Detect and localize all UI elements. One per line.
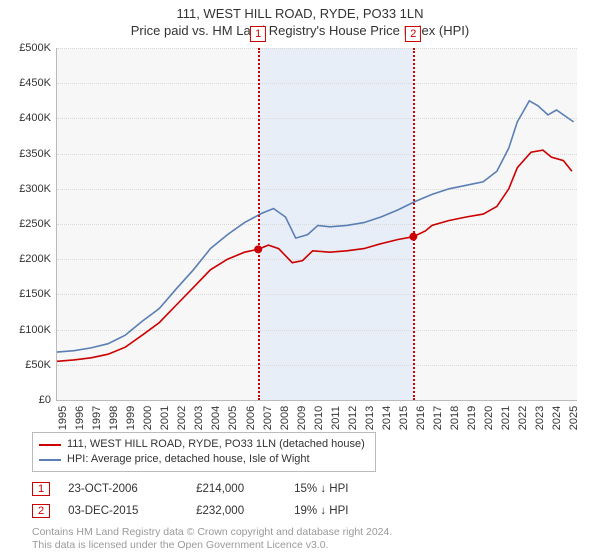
y-axis-label: £50K bbox=[25, 359, 51, 371]
title-line1: 111, WEST HILL ROAD, RYDE, PO33 1LN bbox=[0, 6, 600, 21]
x-axis-label: 2012 bbox=[347, 406, 359, 430]
legend-box: 111, WEST HILL ROAD, RYDE, PO33 1LN (det… bbox=[32, 432, 376, 472]
series-hpi bbox=[57, 101, 574, 352]
x-axis-label: 2024 bbox=[551, 406, 563, 430]
y-axis-label: £0 bbox=[39, 394, 51, 406]
chart-titles: 111, WEST HILL ROAD, RYDE, PO33 1LN Pric… bbox=[0, 0, 600, 38]
x-axis-label: 2013 bbox=[364, 406, 376, 430]
x-axis-label: 1996 bbox=[74, 406, 86, 430]
transaction-price: £232,000 bbox=[196, 505, 276, 517]
y-axis-label: £300K bbox=[19, 183, 51, 195]
y-axis-label: £350K bbox=[19, 148, 51, 160]
title-line2: Price paid vs. HM Land Registry's House … bbox=[0, 23, 600, 38]
x-axis-label: 2004 bbox=[210, 406, 222, 430]
y-axis-label: £450K bbox=[19, 77, 51, 89]
transaction-pct: 15% ↓ HPI bbox=[294, 483, 394, 495]
transaction-date: 23-OCT-2006 bbox=[68, 483, 178, 495]
transaction-date: 03-DEC-2015 bbox=[68, 505, 178, 517]
transaction-row: 1 23-OCT-2006 £214,000 15% ↓ HPI bbox=[32, 478, 580, 500]
x-axis-label: 2025 bbox=[568, 406, 580, 430]
footer-line1: Contains HM Land Registry data © Crown c… bbox=[32, 526, 580, 539]
y-axis-label: £200K bbox=[19, 253, 51, 265]
x-axis-label: 2017 bbox=[432, 406, 444, 430]
x-axis-label: 2018 bbox=[449, 406, 461, 430]
x-axis-label: 2016 bbox=[415, 406, 427, 430]
x-axis-label: 2002 bbox=[176, 406, 188, 430]
y-axis-label: £500K bbox=[19, 42, 51, 54]
chart-plot-area: £0£50K£100K£150K£200K£250K£300K£350K£400… bbox=[56, 48, 577, 401]
legend-label: HPI: Average price, detached house, Isle… bbox=[67, 452, 310, 467]
x-axis-label: 1995 bbox=[57, 406, 69, 430]
transaction-marker: 2 bbox=[405, 26, 421, 42]
x-axis-label: 2008 bbox=[279, 406, 291, 430]
x-axis-label: 2014 bbox=[381, 406, 393, 430]
transaction-vline bbox=[258, 48, 260, 400]
chart-svg bbox=[57, 48, 577, 400]
x-axis-label: 2000 bbox=[142, 406, 154, 430]
legend-item: HPI: Average price, detached house, Isle… bbox=[39, 452, 369, 467]
x-axis-label: 2003 bbox=[193, 406, 205, 430]
x-axis-label: 2019 bbox=[466, 406, 478, 430]
x-axis-label: 2011 bbox=[330, 406, 342, 430]
x-axis-label: 2010 bbox=[313, 406, 325, 430]
x-axis-label: 2023 bbox=[534, 406, 546, 430]
transaction-row: 2 03-DEC-2015 £232,000 19% ↓ HPI bbox=[32, 500, 580, 522]
footer-attribution: Contains HM Land Registry data © Crown c… bbox=[32, 526, 580, 552]
x-axis-label: 2015 bbox=[398, 406, 410, 430]
x-axis-label: 1997 bbox=[91, 406, 103, 430]
legend-swatch bbox=[39, 459, 61, 461]
legend-item: 111, WEST HILL ROAD, RYDE, PO33 1LN (det… bbox=[39, 437, 369, 452]
y-axis-label: £400K bbox=[19, 112, 51, 124]
legend-swatch bbox=[39, 444, 61, 446]
transaction-vline bbox=[413, 48, 415, 400]
transaction-index: 1 bbox=[32, 482, 50, 496]
x-axis-label: 2009 bbox=[296, 406, 308, 430]
footer-line2: This data is licensed under the Open Gov… bbox=[32, 539, 580, 552]
transaction-index: 2 bbox=[32, 504, 50, 518]
y-axis-label: £150K bbox=[19, 288, 51, 300]
x-axis-label: 2005 bbox=[227, 406, 239, 430]
legend-label: 111, WEST HILL ROAD, RYDE, PO33 1LN (det… bbox=[67, 437, 365, 452]
x-axis-label: 2001 bbox=[159, 406, 171, 430]
x-axis-label: 2021 bbox=[500, 406, 512, 430]
x-axis-label: 2020 bbox=[483, 406, 495, 430]
transaction-marker: 1 bbox=[250, 26, 266, 42]
transaction-price: £214,000 bbox=[196, 483, 276, 495]
x-axis-label: 2022 bbox=[517, 406, 529, 430]
transactions-table: 1 23-OCT-2006 £214,000 15% ↓ HPI 2 03-DE… bbox=[32, 478, 580, 522]
transaction-pct: 19% ↓ HPI bbox=[294, 505, 394, 517]
y-axis-label: £100K bbox=[19, 324, 51, 336]
x-axis-label: 2006 bbox=[245, 406, 257, 430]
x-axis-label: 1999 bbox=[125, 406, 137, 430]
x-axis-label: 2007 bbox=[262, 406, 274, 430]
x-axis-label: 1998 bbox=[108, 406, 120, 430]
series-property bbox=[57, 150, 572, 361]
y-axis-label: £250K bbox=[19, 218, 51, 230]
